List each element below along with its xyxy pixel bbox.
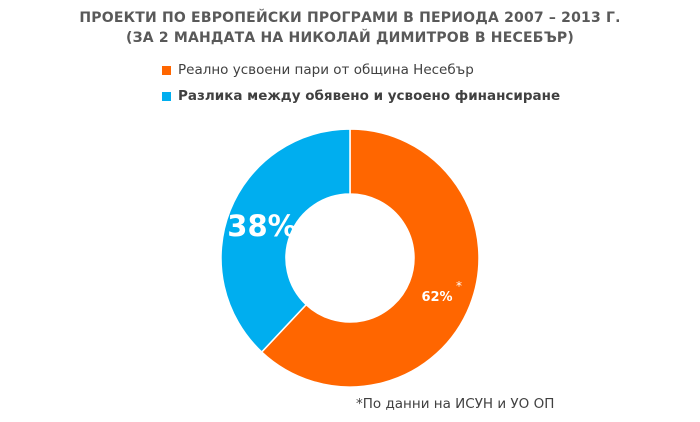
legend-label-difference: Разлика между обявено и усвоено финансир… bbox=[178, 88, 561, 104]
data-label-asterisk: * bbox=[456, 279, 462, 293]
chart-title: ПРОЕКТИ ПО ЕВРОПЕЙСКИ ПРОГРАМИ В ПЕРИОДА… bbox=[0, 8, 700, 48]
footnote: *По данни на ИСУН и УО ОП bbox=[356, 396, 555, 412]
chart-title-line-1: ПРОЕКТИ ПО ЕВРОПЕЙСКИ ПРОГРАМИ В ПЕРИОДА… bbox=[79, 10, 621, 26]
legend-swatch-difference bbox=[162, 91, 171, 101]
chart-title-line-2: (ЗА 2 МАНДАТА НА НИКОЛАЙ ДИМИТРОВ В НЕСЕ… bbox=[125, 30, 574, 46]
slice-absorbed bbox=[260, 128, 480, 388]
data-label-difference: 38% bbox=[227, 209, 296, 243]
legend-swatch-absorbed bbox=[162, 65, 171, 75]
data-label-absorbed: 62% bbox=[421, 290, 452, 305]
chart-legend: Реално усвоени пари от община Несебър Ра… bbox=[162, 58, 560, 110]
legend-item-difference: Разлика между обявено и усвоено финансир… bbox=[162, 84, 560, 108]
legend-item-absorbed: Реално усвоени пари от община Несебър bbox=[162, 58, 560, 82]
slice-difference bbox=[220, 128, 351, 354]
legend-label-absorbed: Реално усвоени пари от община Несебър bbox=[178, 62, 474, 78]
